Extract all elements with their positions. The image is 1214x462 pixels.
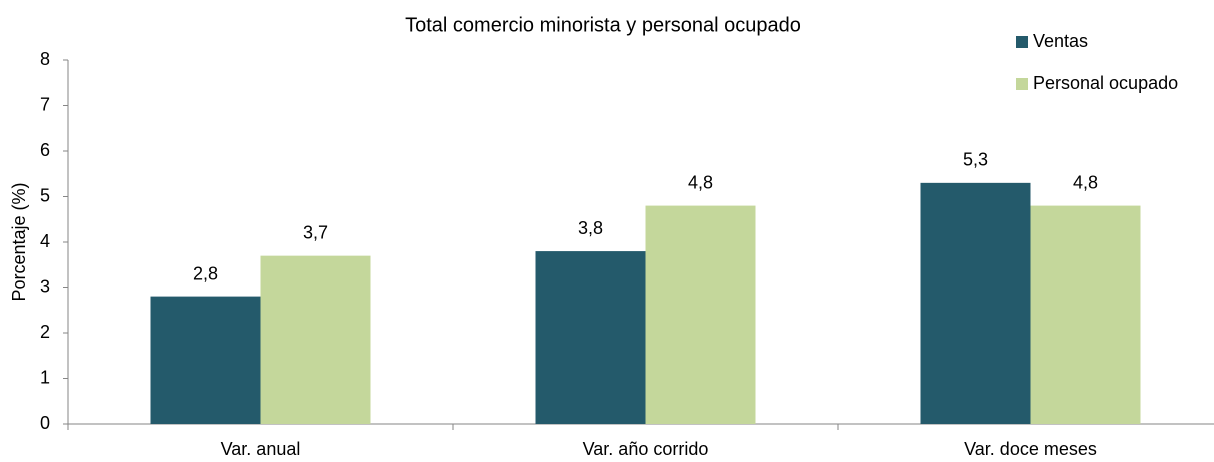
legend-label: Ventas (1033, 31, 1088, 51)
x-tick-label: Var. anual (221, 439, 301, 459)
y-tick-label: 8 (40, 49, 50, 69)
bar (535, 251, 646, 424)
y-tick-label: 1 (40, 367, 50, 387)
y-tick-label: 3 (40, 276, 50, 296)
x-tick-label: Var. doce meses (964, 439, 1097, 459)
legend-label: Personal ocupado (1033, 73, 1178, 93)
y-tick-label: 0 (40, 413, 50, 433)
chart-title: Total comercio minorista y personal ocup… (405, 14, 801, 36)
y-tick-label: 6 (40, 140, 50, 160)
value-label: 2,8 (193, 263, 218, 283)
value-label: 5,3 (963, 150, 988, 170)
bar (1030, 205, 1141, 424)
value-label: 4,8 (688, 172, 713, 192)
x-tick-label: Var. año corrido (583, 439, 709, 459)
y-tick-label: 4 (40, 231, 50, 251)
legend-swatch (1016, 78, 1028, 90)
value-label: 3,7 (303, 222, 328, 242)
bar (260, 255, 371, 424)
y-tick-label: 5 (40, 185, 50, 205)
bar (920, 182, 1031, 424)
bar (150, 296, 261, 424)
legend-swatch (1016, 36, 1028, 48)
y-tick-label: 2 (40, 322, 50, 342)
y-axis-label: Porcentaje (%) (9, 182, 29, 301)
value-label: 3,8 (578, 218, 603, 238)
y-tick-label: 7 (40, 94, 50, 114)
bar (645, 205, 756, 424)
value-label: 4,8 (1073, 172, 1098, 192)
